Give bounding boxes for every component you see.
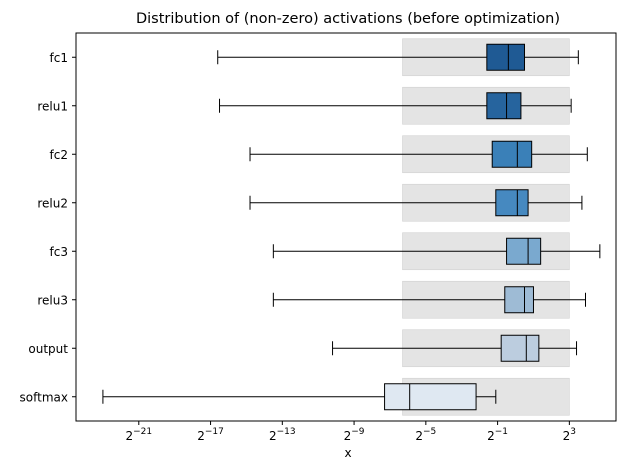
x-axis-ticks: 2−21 2−17 2−13 2−9 2−5 2−1 23 (125, 421, 576, 443)
box-group-softmax (102, 383, 497, 411)
box-series (102, 43, 601, 411)
box-fc1 (486, 43, 526, 71)
x-axis-label: x (344, 446, 351, 460)
box-relu1 (486, 92, 522, 120)
y-tick-label-output: output (28, 342, 68, 356)
box-group-relu2 (249, 189, 583, 217)
x-tick-label--21: 2−21 (125, 427, 152, 443)
plot-frame (75, 32, 617, 422)
y-tick-label-fc1: fc1 (50, 51, 68, 65)
y-axis-ticks: fc1 relu1 fc2 relu2 fc3 relu3 output softmax (20, 51, 76, 404)
box-softmax (384, 383, 477, 411)
box-fc3 (506, 237, 542, 265)
y-tick-label-softmax: softmax (20, 390, 68, 404)
box-fc2 (491, 140, 533, 168)
x-tick-label--17: 2−17 (197, 427, 224, 443)
box-relu3 (504, 286, 534, 314)
y-tick-label-relu3: relu3 (37, 293, 68, 307)
box-output (500, 334, 540, 362)
box-group-output (332, 334, 578, 362)
y-tick-label-relu2: relu2 (37, 196, 68, 210)
box-group-relu3 (272, 286, 587, 314)
box-group-fc3 (272, 237, 601, 265)
box-relu2 (495, 189, 529, 217)
x-tick-label--13: 2−13 (269, 427, 296, 443)
y-tick-label-fc2: fc2 (50, 148, 68, 162)
x-tick-label--9: 2−9 (344, 427, 365, 443)
y-tick-label-relu1: relu1 (37, 99, 68, 113)
y-tick-label-fc3: fc3 (50, 245, 68, 259)
x-tick-label-3: 23 (563, 427, 576, 443)
reference-bands (402, 38, 570, 416)
x-tick-label--5: 2−5 (415, 427, 436, 443)
x-tick-label--1: 2−1 (487, 427, 508, 443)
chart-title: Distribution of (non-zero) activations (… (136, 11, 560, 27)
box-group-fc1 (217, 43, 579, 71)
box-group-fc2 (249, 140, 588, 168)
box-group-relu1 (219, 92, 572, 120)
